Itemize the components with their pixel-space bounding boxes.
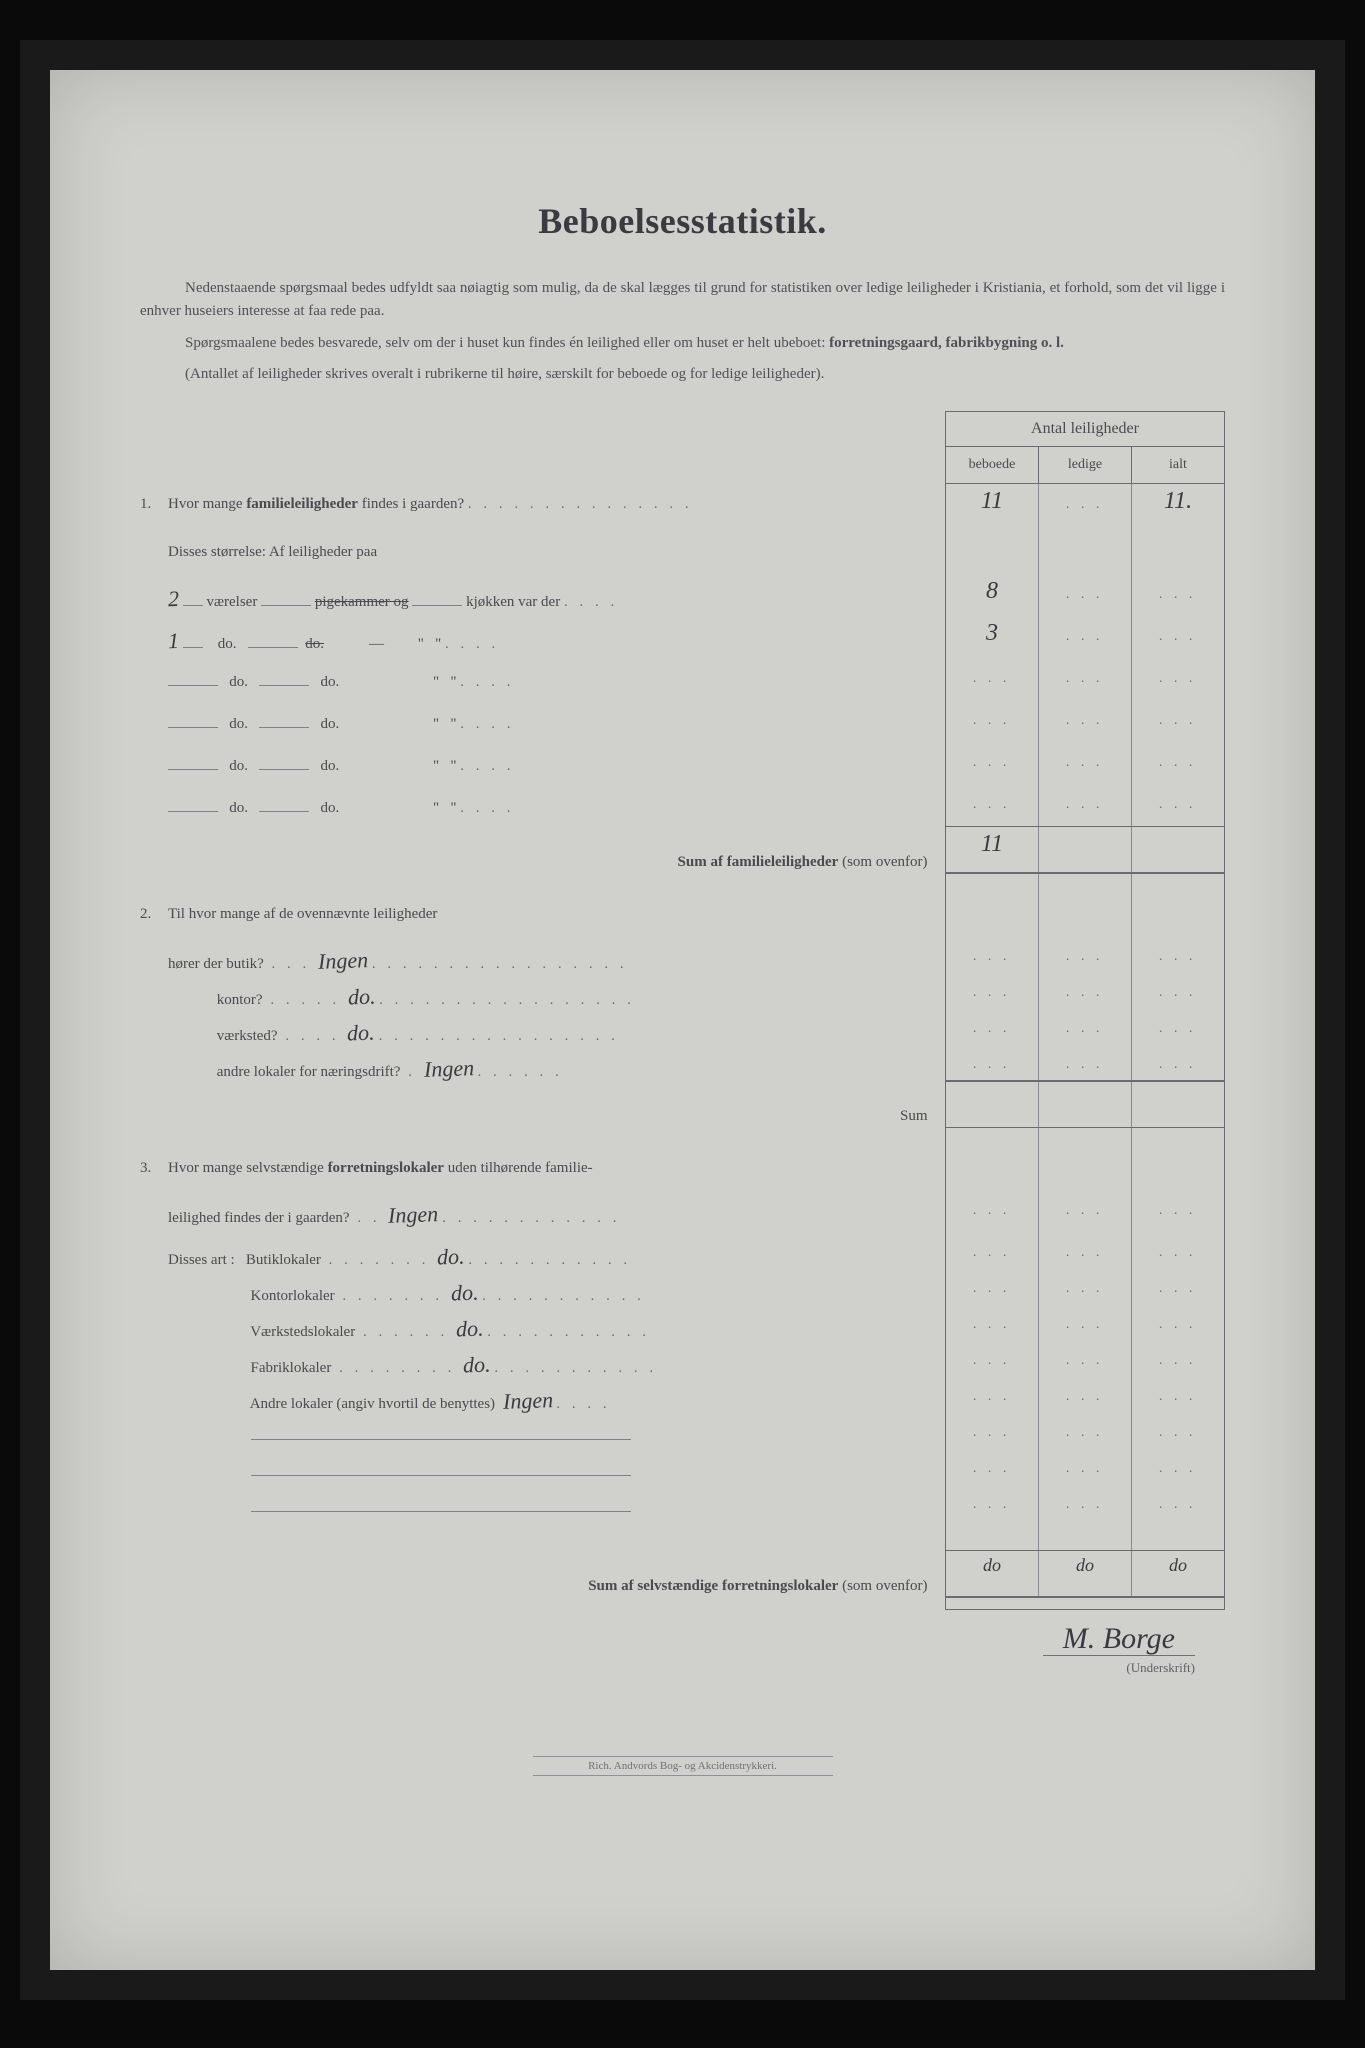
- intro-para-2: Spørgsmaalene bedes besvarede, selv om d…: [140, 332, 1225, 355]
- q1-row: 1. Hvor mange familieleiligheder findes …: [140, 496, 935, 544]
- q3-blank-3: [140, 1496, 935, 1532]
- val-q1-sum: 11: [946, 826, 1224, 874]
- q2-butik: hører der butik? . . . Ingen . . . . . .…: [140, 948, 935, 984]
- q2-sum: Sum: [140, 1092, 935, 1140]
- col-beboede: beboede: [946, 447, 1039, 483]
- q3-art: Disses art : Butiklokaler . . . . . . . …: [140, 1244, 935, 1280]
- q3-row-2: leilighed findes der i gaarden? . . Inge…: [140, 1202, 935, 1244]
- q3-fabrik: Fabriklokaler . . . . . . . . do. . . . …: [140, 1352, 935, 1388]
- q3-vaerksted: Værkstedslokaler . . . . . . do. . . . .…: [140, 1316, 935, 1352]
- val-q3-sum: do do do: [946, 1550, 1224, 1598]
- col-header-main: Antal leiligheder: [946, 412, 1224, 447]
- page-title: Beboelsesstatistik.: [140, 200, 1225, 242]
- intro-para-1: Nedenstaaende spørgsmaal bedes udfyldt s…: [140, 277, 1225, 324]
- form-table: 1. Hvor mange familieleiligheder findes …: [140, 411, 1225, 1610]
- printer-footer: Rich. Andvords Bog- og Akcidenstrykkeri.: [533, 1756, 833, 1776]
- q3-andre: Andre lokaler (angiv hvortil de benyttes…: [140, 1388, 935, 1424]
- q1-size-4: do. do. " " . . . .: [140, 712, 935, 754]
- q1-sub: Disses størrelse: Af leiligheder paa: [140, 544, 935, 586]
- q2-andre: andre lokaler for næringsdrift? . Ingen …: [140, 1056, 935, 1092]
- val-q1: 11 . . . 11.: [946, 484, 1224, 532]
- q3-sum: Sum af selvstændige forretningslokaler (…: [140, 1562, 935, 1610]
- q2-kontor: kontor? . . . . . do. . . . . . . . . . …: [140, 984, 935, 1020]
- val-q1-r1: 8 . . . . . .: [946, 574, 1224, 616]
- values-column: Antal leiligheder beboede ledige ialt 11…: [945, 411, 1225, 1610]
- col-subheaders: beboede ledige ialt: [946, 447, 1224, 484]
- q3-kontor: Kontorlokaler . . . . . . . do. . . . . …: [140, 1280, 935, 1316]
- q1-sum: Sum af familieleiligheder (som ovenfor): [140, 838, 935, 886]
- col-ledige: ledige: [1039, 447, 1132, 483]
- q1-size-6: do. do. " " . . . .: [140, 796, 935, 838]
- scanner-background: Beboelsesstatistik. Nedenstaaende spørgs…: [20, 40, 1345, 2000]
- signature-handwriting: M. Borge: [1043, 1622, 1195, 1656]
- intro-para-3: (Antallet af leiligheder skrives overalt…: [140, 363, 1225, 386]
- questions-column: 1. Hvor mange familieleiligheder findes …: [140, 411, 945, 1610]
- q2-row: 2. Til hvor mange af de ovennævnte leili…: [140, 906, 935, 948]
- q1-size-1: 2 værelser pigekammer og kjøkken var der…: [140, 586, 935, 628]
- col-ialt: ialt: [1132, 447, 1224, 483]
- document-page: Beboelsesstatistik. Nedenstaaende spørgs…: [50, 70, 1315, 1970]
- signature-label: (Underskrift): [140, 1660, 1195, 1676]
- q1-size-5: do. do. " " . . . .: [140, 754, 935, 796]
- q3-row: 3. Hvor mange selvstændige forretningslo…: [140, 1160, 935, 1202]
- val-q1-r2: 3 . . . . . .: [946, 616, 1224, 658]
- q2-vaerksted: værksted? . . . . do. . . . . . . . . . …: [140, 1020, 935, 1056]
- q3-blank-1: [140, 1424, 935, 1460]
- signature-block: M. Borge (Underskrift): [140, 1622, 1225, 1676]
- q1-size-3: do. do. " " . . . .: [140, 670, 935, 712]
- q1-size-2: 1 do. do. — " " . . . .: [140, 628, 935, 670]
- q3-blank-2: [140, 1460, 935, 1496]
